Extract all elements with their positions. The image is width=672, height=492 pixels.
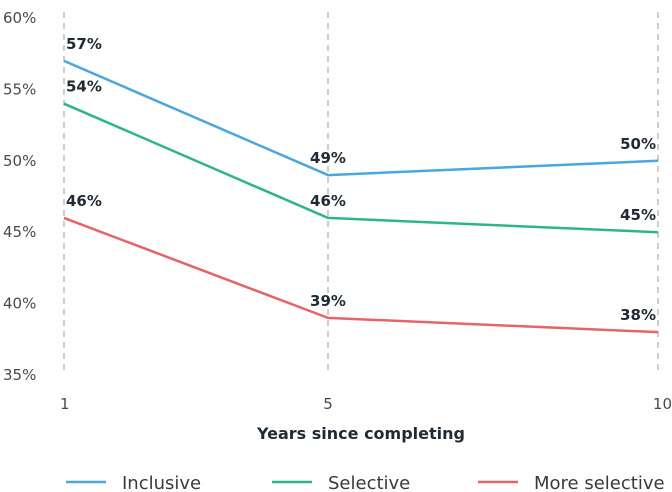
y-tick-label: 55%: [3, 80, 36, 98]
data-label: 45%: [620, 206, 656, 224]
x-tick-label: 5: [323, 395, 333, 413]
data-label: 38%: [620, 306, 656, 324]
data-label: 46%: [66, 192, 102, 210]
data-label: 46%: [310, 192, 346, 210]
series-line-more-selective: [63, 216, 659, 334]
y-tick-label: 60%: [3, 9, 36, 27]
x-tick-label: 10: [653, 395, 672, 413]
data-label: 50%: [620, 135, 656, 153]
legend-label-inclusive: Inclusive: [122, 473, 201, 492]
y-tick-label: 50%: [3, 152, 36, 170]
data-label: 39%: [310, 292, 346, 310]
x-axis-title: Years since completing: [256, 424, 465, 443]
legend-label-selective: Selective: [328, 473, 410, 492]
y-tick-label: 40%: [3, 295, 36, 313]
y-tick-label: 35%: [3, 366, 36, 384]
y-tick-label: 45%: [3, 223, 36, 241]
data-label: 57%: [66, 35, 102, 53]
series-line-selective: [63, 102, 659, 234]
x-tick-label: 1: [60, 395, 70, 413]
series-line-inclusive: [63, 59, 659, 177]
data-label: 54%: [66, 78, 102, 96]
legend-label-more-selective: More selective: [534, 473, 665, 492]
data-label: 49%: [310, 149, 346, 167]
